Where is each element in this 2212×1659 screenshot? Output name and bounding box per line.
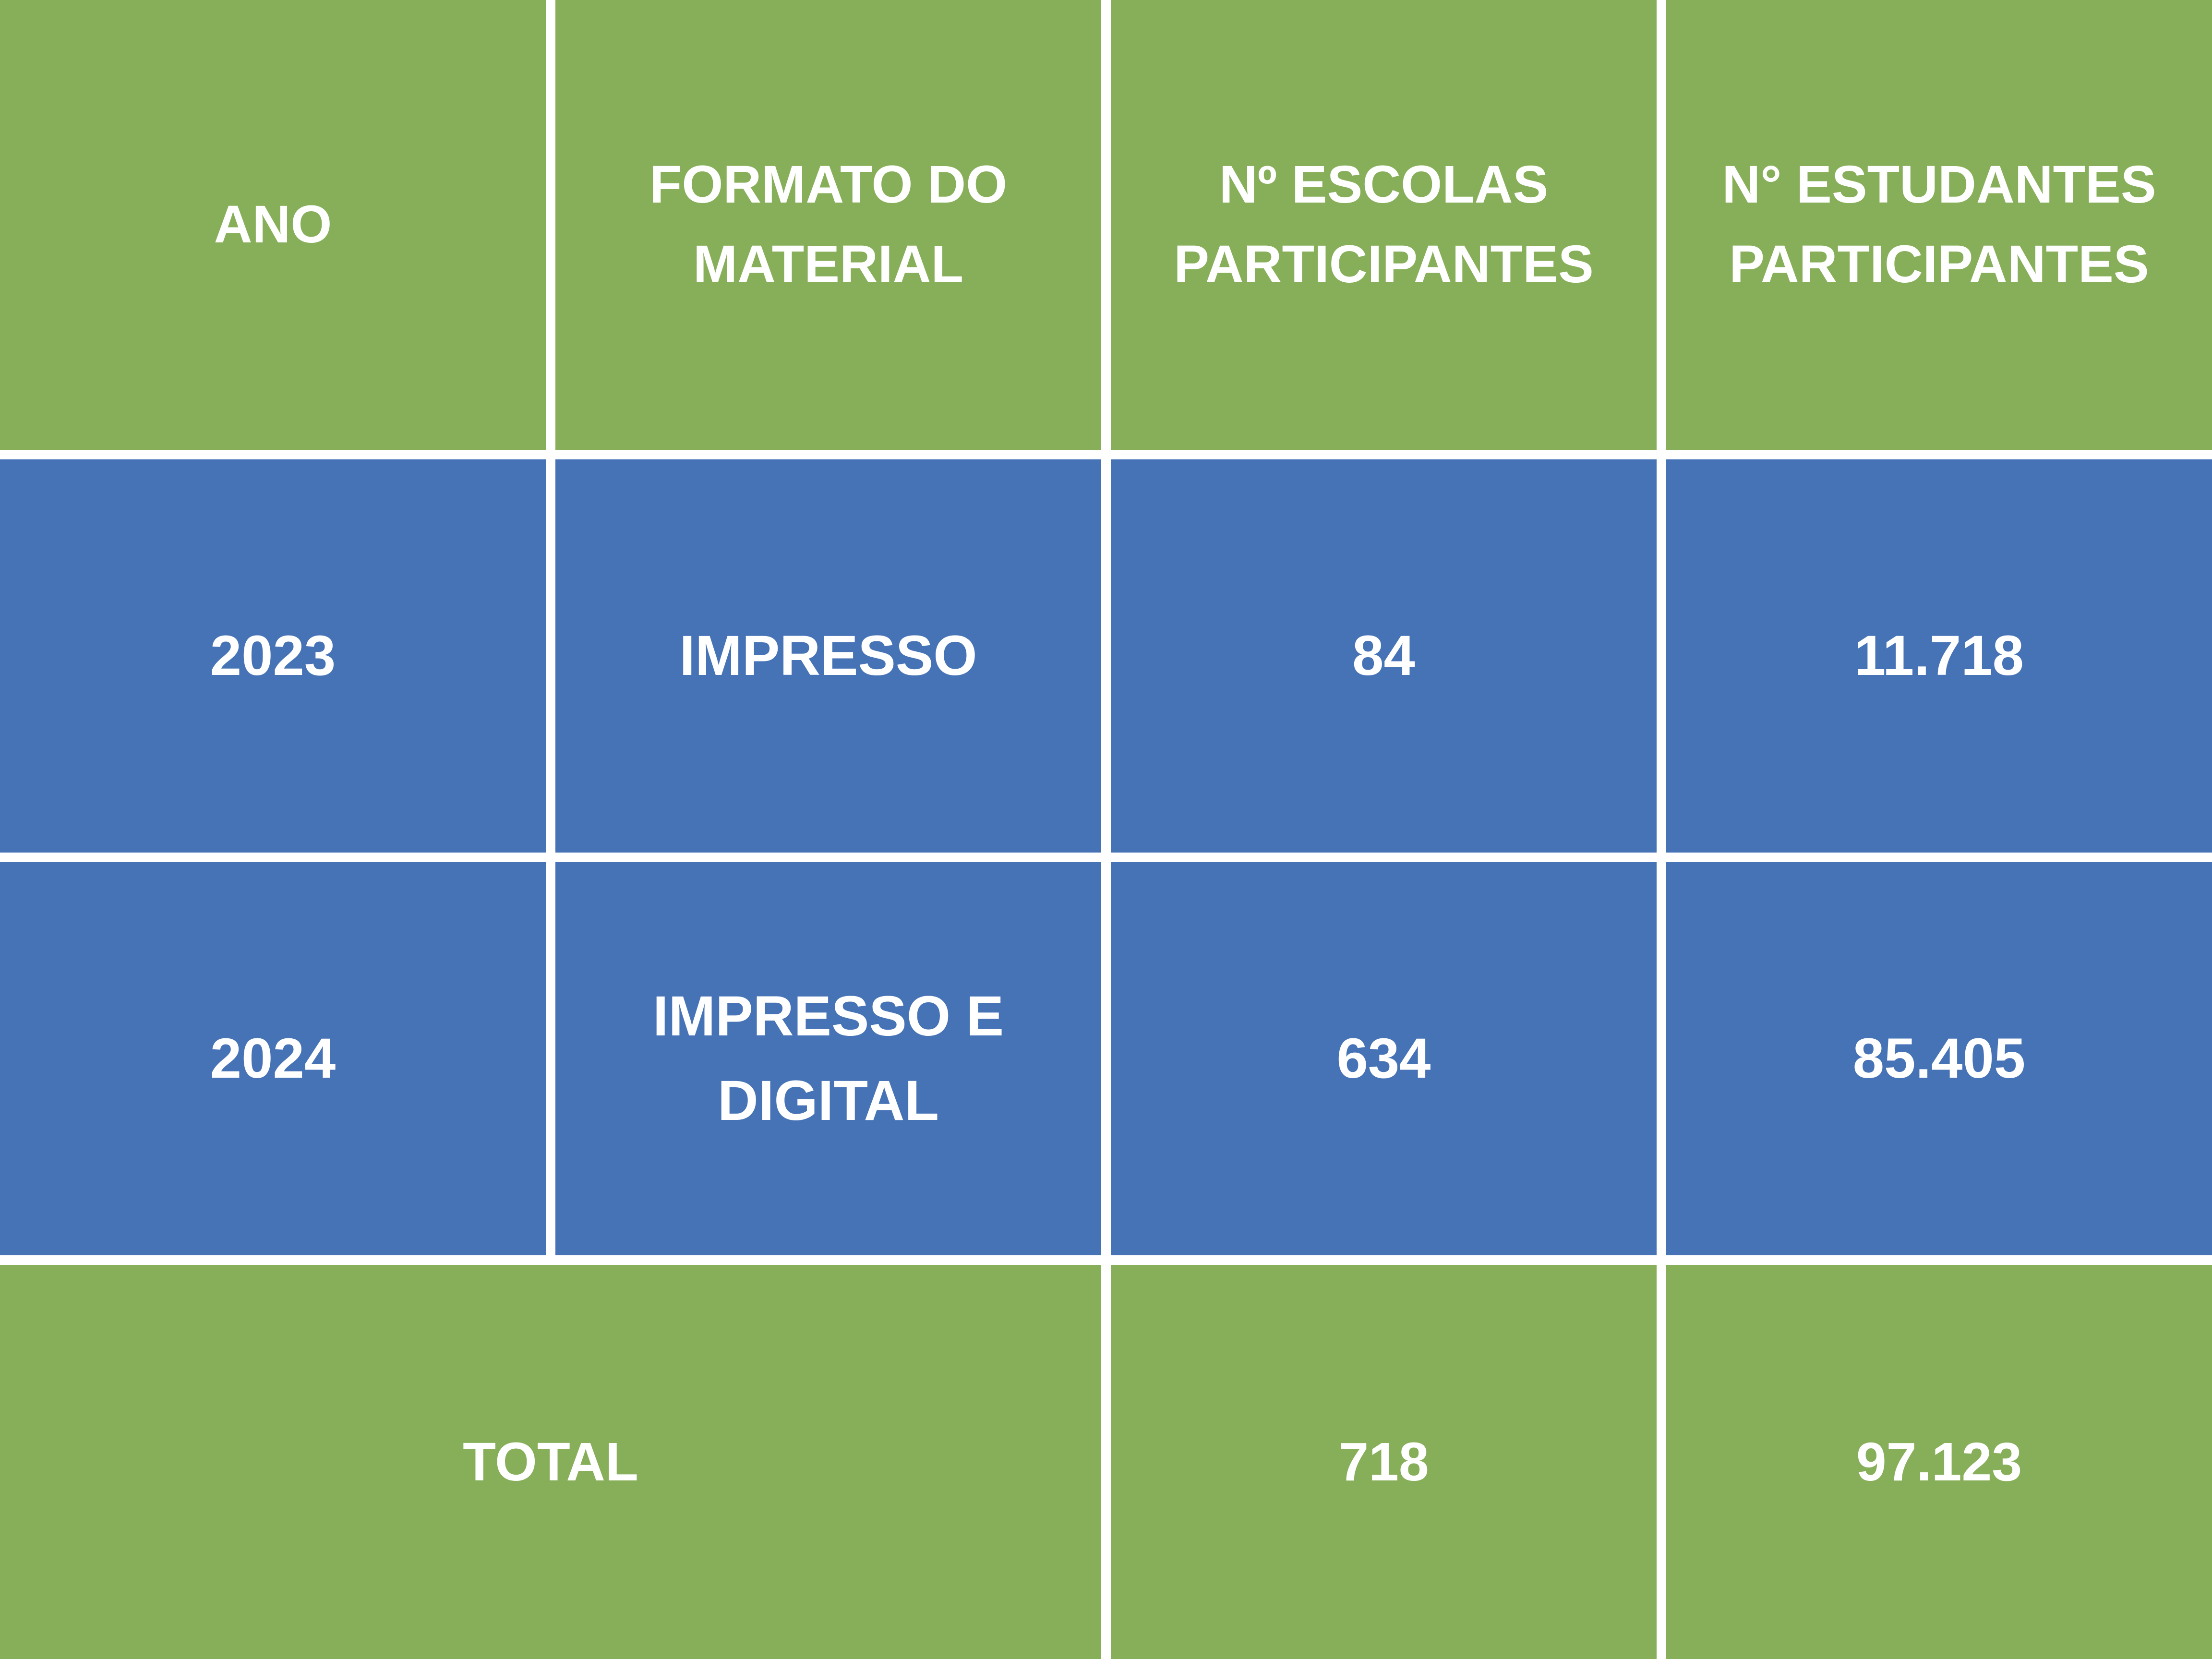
column-header-ano: ANO (0, 0, 546, 450)
row-2024-schools-cell: 634 (1110, 862, 1657, 1255)
row-2024-students-cell: 85.405 (1666, 862, 2212, 1255)
total-students-cell: 97.123 (1666, 1264, 2212, 1659)
column-header-n-estudantes-participantes: N° ESTUDANTES PARTICIPANTES (1666, 0, 2212, 450)
row-2023-students-cell: 11.718 (1666, 459, 2212, 853)
row-2023-schools-cell: 84 (1110, 459, 1657, 853)
row-2024-format-cell: IMPRESSO E DIGITAL (555, 862, 1101, 1255)
row-2023-format-cell: IMPRESSO (555, 459, 1101, 853)
column-header-formato-do-material: FORMATO DO MATERIAL (555, 0, 1101, 450)
row-2023-year-cell: 2023 (0, 459, 546, 853)
total-label-cell: TOTAL (0, 1264, 1101, 1659)
column-header-n-escolas-participantes: Nº ESCOLAS PARTICIPANTES (1110, 0, 1657, 450)
row-2024-year-cell: 2024 (0, 862, 546, 1255)
total-schools-cell: 718 (1110, 1264, 1657, 1659)
